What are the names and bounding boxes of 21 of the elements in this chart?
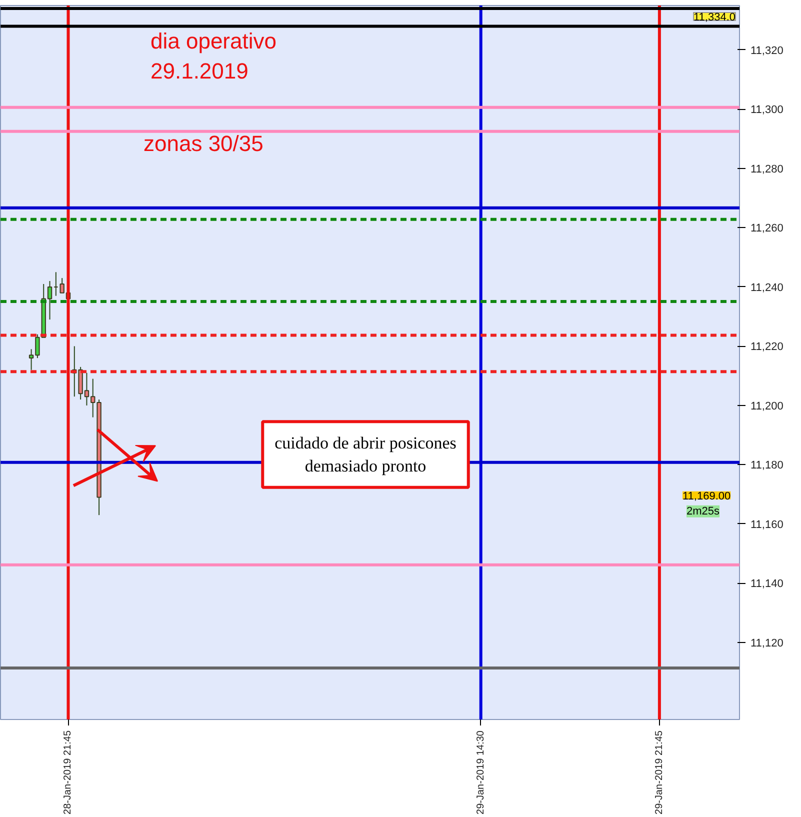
annotation: 29.1.2019: [150, 58, 248, 84]
y-tick-label: 11,180: [750, 460, 784, 472]
annotation: zonas 30/35: [144, 130, 264, 156]
y-tick-label: 11,160: [750, 518, 784, 531]
y-tick-label: 11,300: [750, 104, 784, 116]
y-tick-label: 11,140: [750, 578, 784, 590]
y-tick-label: 11,240: [750, 282, 784, 294]
x-tick-label: 28-Jan-2019 21:45: [62, 730, 74, 814]
annotation: cuidado de abrir posicones demasiado pronto: [274, 434, 456, 476]
y-tick-label: 11,320: [750, 44, 784, 57]
annotation: 11,334.0: [694, 11, 736, 24]
y-tick-label: 11,200: [750, 400, 784, 412]
y-tick-label: 11,260: [750, 222, 784, 235]
y-tick-label: 11,220: [750, 341, 784, 354]
annotation: 11,169.00: [682, 490, 731, 502]
annotation: 2m25s: [686, 505, 720, 518]
y-tick-label: 11,280: [750, 163, 784, 176]
y-tick-label: 11,120: [750, 637, 784, 650]
x-tick-label: 29-Jan-2019 14:30: [475, 730, 486, 814]
annotation: dia operativo: [150, 28, 276, 54]
x-tick-label: 29-Jan-2019 21:45: [654, 730, 665, 814]
